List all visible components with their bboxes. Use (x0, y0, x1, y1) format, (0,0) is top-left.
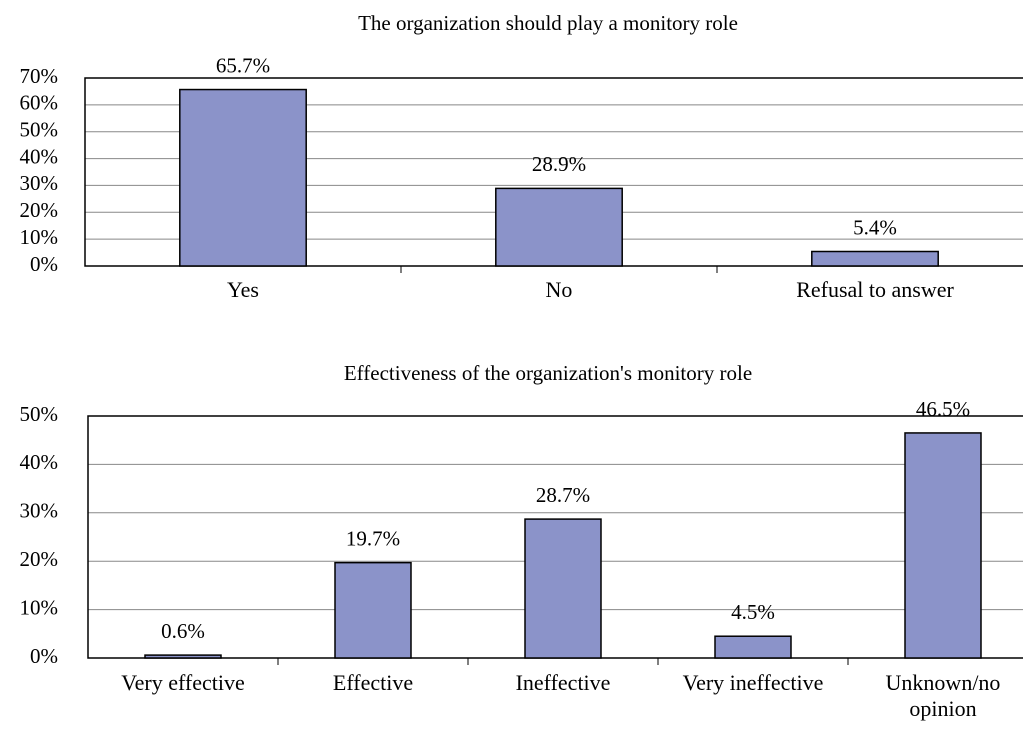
chart-title: Effectiveness of the organization's moni… (344, 361, 752, 385)
y-tick-label: 20% (20, 547, 59, 571)
data-label: 65.7% (216, 53, 270, 77)
data-label: 28.7% (536, 483, 590, 507)
y-tick-label: 10% (20, 595, 59, 619)
y-tick-label: 40% (20, 450, 59, 474)
bar (495, 187, 623, 267)
y-tick-label: 70% (20, 64, 59, 88)
y-tick-label: 40% (20, 144, 59, 168)
y-tick-label: 50% (20, 402, 59, 426)
bar (714, 635, 792, 659)
data-label: 4.5% (731, 600, 775, 624)
x-tick-label: Unknown/no opinion (885, 670, 1001, 721)
bar (334, 561, 412, 659)
chart-title: The organization should play a monitory … (358, 11, 738, 35)
bar (524, 518, 602, 659)
y-tick-label: 0% (30, 252, 58, 276)
x-tick-label: Yes (226, 277, 259, 302)
data-label: 28.9% (532, 152, 586, 176)
x-tick-label: Very ineffective (682, 670, 824, 695)
x-tick-label: Effective (332, 670, 414, 695)
data-label: 46.5% (916, 397, 970, 421)
y-tick-label: 50% (20, 118, 59, 142)
y-tick-label: 0% (30, 644, 58, 668)
bar (144, 654, 222, 659)
y-tick-label: 30% (20, 171, 59, 195)
x-tick-label: Refusal to answer (796, 277, 954, 302)
data-label: 19.7% (346, 526, 400, 550)
data-label: 5.4% (853, 215, 897, 239)
x-tick-label: No (545, 277, 573, 302)
y-tick-label: 60% (20, 91, 59, 115)
data-label: 0.6% (161, 619, 205, 643)
bar (811, 250, 939, 267)
y-tick-label: 10% (20, 225, 59, 249)
bar (904, 432, 982, 659)
bar (179, 88, 307, 267)
x-tick-label: Very effective (121, 670, 245, 695)
y-tick-label: 30% (20, 499, 59, 523)
x-tick-label: Ineffective (515, 670, 611, 695)
y-tick-label: 20% (20, 198, 59, 222)
